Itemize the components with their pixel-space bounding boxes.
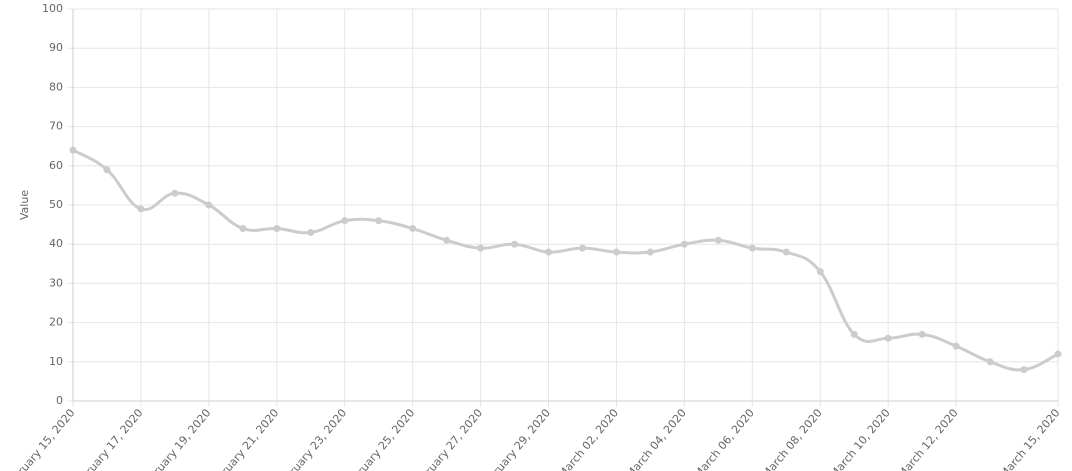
y-tick-label: 0 xyxy=(56,394,63,407)
point xyxy=(986,358,994,366)
point xyxy=(748,244,756,252)
x-tick-label: February 19, 2020 xyxy=(138,407,213,471)
point xyxy=(782,248,790,256)
x-tick-label: March 10, 2020 xyxy=(828,407,893,471)
point xyxy=(545,248,553,256)
point xyxy=(477,244,485,252)
x-tick-label: March 02, 2020 xyxy=(556,407,621,471)
x-tick-label: February 17, 2020 xyxy=(70,407,145,471)
point xyxy=(171,189,179,197)
point xyxy=(1020,366,1028,374)
y-tick-label: 30 xyxy=(49,276,63,289)
point xyxy=(612,248,620,256)
y-tick-label: 40 xyxy=(49,237,63,250)
x-tick-label: March 15, 2020 xyxy=(997,407,1062,471)
point xyxy=(273,225,281,233)
y-tick-label: 10 xyxy=(49,355,63,368)
point xyxy=(714,236,722,244)
y-tick-label: 60 xyxy=(49,159,63,172)
x-tick-label: February 23, 2020 xyxy=(274,407,349,471)
x-tick-label: February 27, 2020 xyxy=(410,407,485,471)
point xyxy=(578,244,586,252)
y-tick-label: 20 xyxy=(49,316,63,329)
point xyxy=(239,225,247,233)
point xyxy=(646,248,654,256)
y-tick-label: 80 xyxy=(49,80,63,93)
point xyxy=(307,228,315,236)
point xyxy=(69,146,77,154)
x-tick-label: March 08, 2020 xyxy=(760,407,825,471)
x-tick-label: February 21, 2020 xyxy=(206,407,281,471)
x-tick-label: March 12, 2020 xyxy=(895,407,960,471)
point xyxy=(918,330,926,338)
point xyxy=(952,342,960,350)
y-tick-label: 50 xyxy=(49,198,63,211)
point xyxy=(511,240,519,248)
point xyxy=(816,268,824,276)
y-tick-label: 90 xyxy=(49,41,63,54)
point xyxy=(409,225,417,233)
x-tick-label: February 15, 2020 xyxy=(3,407,78,471)
point xyxy=(103,166,111,174)
line xyxy=(72,148,1059,372)
point xyxy=(680,240,688,248)
x-tick-label: February 29, 2020 xyxy=(478,407,553,471)
x-tick-label: March 04, 2020 xyxy=(624,407,689,471)
y-tick-label: 70 xyxy=(49,120,63,133)
y-tick-label: 100 xyxy=(42,2,63,15)
y-axis-label: Value xyxy=(18,190,31,220)
point xyxy=(884,334,892,342)
x-tick-label: March 06, 2020 xyxy=(692,407,757,471)
point xyxy=(205,201,213,209)
point xyxy=(1054,350,1062,358)
point xyxy=(341,217,349,225)
point xyxy=(375,217,383,225)
point xyxy=(850,330,858,338)
x-tick-label: February 25, 2020 xyxy=(342,407,417,471)
point xyxy=(443,236,451,244)
point xyxy=(137,205,145,213)
